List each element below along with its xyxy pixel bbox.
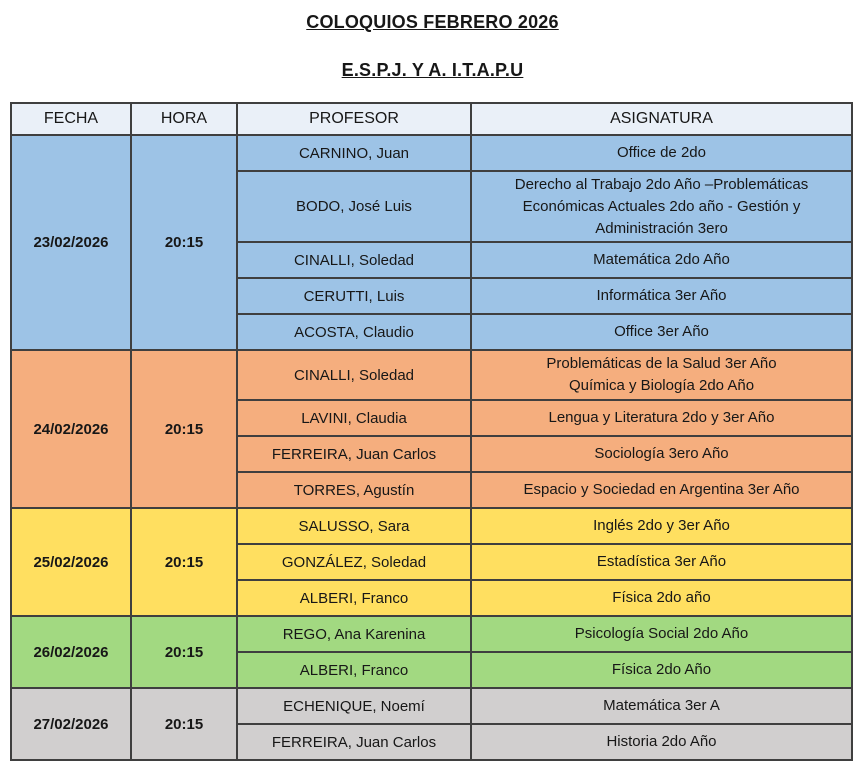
column-header-fecha: FECHA: [10, 102, 132, 136]
professor-cell: ALBERI, Franco: [236, 651, 472, 689]
professor-cell: SALUSSO, Sara: [236, 507, 472, 545]
date-cell: 24/02/2026: [10, 349, 132, 509]
page-subtitle: E.S.P.J. Y A. I.T.A.P.U: [341, 60, 524, 80]
professor-cell: CINALLI, Soledad: [236, 349, 472, 401]
column-header-profesor: PROFESOR: [236, 102, 472, 136]
time-cell: 20:15: [130, 349, 238, 509]
page-title: COLOQUIOS FEBRERO 2026: [306, 12, 559, 32]
subject-cell: Office 3er Año: [470, 313, 853, 351]
table-row: 25/02/2026 20:15 SALUSSO, Sara Inglés 2d…: [10, 507, 853, 617]
subject-cell: Derecho al Trabajo 2do Año –Problemática…: [470, 170, 853, 243]
subject-cell: Office de 2do: [470, 134, 853, 172]
subject-cell: Estadística 3er Año: [470, 543, 853, 581]
date-cell: 27/02/2026: [10, 687, 132, 761]
professor-cell: CINALLI, Soledad: [236, 241, 472, 279]
table-row: TORRES, Agustín Espacio y Sociedad en Ar…: [11, 471, 853, 509]
professor-cell: ALBERI, Franco: [236, 579, 472, 617]
time-cell: 20:15: [130, 134, 238, 351]
column-header-asignatura: ASIGNATURA: [470, 102, 853, 136]
table-row: 23/02/2026 20:15 CARNINO, Juan Office de…: [10, 134, 853, 351]
time-cell: 20:15: [130, 507, 238, 617]
table-row: 26/02/2026 20:15 REGO, Ana Karenina Psic…: [10, 615, 853, 689]
professor-cell: FERREIRA, Juan Carlos: [236, 723, 472, 761]
professor-cell: ACOSTA, Claudio: [236, 313, 472, 351]
subject-cell: Lengua y Literatura 2do y 3er Año: [470, 399, 853, 437]
subject-cell: Sociología 3ero Año: [470, 435, 853, 473]
subject-cell: Problemáticas de la Salud 3er Año Químic…: [470, 349, 853, 401]
subject-cell: Física 2do Año: [470, 651, 853, 689]
subject-cell: Informática 3er Año: [470, 277, 853, 315]
subject-cell: Psicología Social 2do Año: [470, 615, 853, 653]
professor-cell: GONZÁLEZ, Soledad: [236, 543, 472, 581]
header-row: FECHA HORA PROFESOR ASIGNATURA: [10, 102, 853, 136]
table-row: 24/02/2026 20:15 CINALLI, Soledad Proble…: [10, 349, 853, 509]
professor-cell: ECHENIQUE, Noemí: [236, 687, 472, 725]
professor-cell: CARNINO, Juan: [236, 134, 472, 172]
subject-cell: Historia 2do Año: [470, 723, 853, 761]
subject-cell: Matemática 2do Año: [470, 241, 853, 279]
date-cell: 23/02/2026: [10, 134, 132, 351]
table-row: BODO, José Luis Derecho al Trabajo 2do A…: [11, 170, 853, 243]
subject-cell: Física 2do año: [470, 579, 853, 617]
professor-cell: FERREIRA, Juan Carlos: [236, 435, 472, 473]
professor-cell: TORRES, Agustín: [236, 471, 472, 509]
table-row: 27/02/2026 20:15 ECHENIQUE, Noemí Matemá…: [10, 687, 853, 761]
subject-cell: Espacio y Sociedad en Argentina 3er Año: [470, 471, 853, 509]
professor-cell: REGO, Ana Karenina: [236, 615, 472, 653]
time-cell: 20:15: [130, 687, 238, 761]
professor-cell: CERUTTI, Luis: [236, 277, 472, 315]
column-header-hora: HORA: [130, 102, 238, 136]
professor-cell: BODO, José Luis: [236, 170, 472, 243]
time-cell: 20:15: [130, 615, 238, 689]
subject-cell: Matemática 3er A: [470, 687, 853, 725]
date-cell: 25/02/2026: [10, 507, 132, 617]
subject-cell: Inglés 2do y 3er Año: [470, 507, 853, 545]
date-cell: 26/02/2026: [10, 615, 132, 689]
schedule-table: FECHA HORA PROFESOR ASIGNATURA 23/02/202…: [10, 102, 853, 761]
professor-cell: LAVINI, Claudia: [236, 399, 472, 437]
